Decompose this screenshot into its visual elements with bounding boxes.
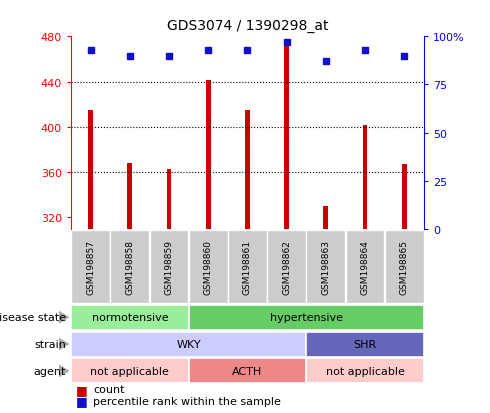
Polygon shape xyxy=(59,311,70,324)
FancyBboxPatch shape xyxy=(228,230,267,304)
Bar xyxy=(284,39,289,229)
FancyBboxPatch shape xyxy=(71,358,189,384)
FancyBboxPatch shape xyxy=(306,358,424,384)
Text: GSM198862: GSM198862 xyxy=(282,240,291,294)
FancyBboxPatch shape xyxy=(267,230,306,304)
FancyBboxPatch shape xyxy=(110,230,149,304)
Text: GSM198858: GSM198858 xyxy=(125,240,134,294)
Text: WKY: WKY xyxy=(176,339,201,349)
Text: not applicable: not applicable xyxy=(326,366,404,376)
FancyBboxPatch shape xyxy=(71,305,189,330)
FancyBboxPatch shape xyxy=(306,230,345,304)
Text: GSM198857: GSM198857 xyxy=(86,240,95,294)
Point xyxy=(87,47,95,54)
FancyBboxPatch shape xyxy=(385,230,424,304)
Polygon shape xyxy=(59,338,70,351)
FancyBboxPatch shape xyxy=(189,305,424,330)
Bar xyxy=(127,164,132,229)
Text: SHR: SHR xyxy=(353,339,377,349)
Text: GSM198863: GSM198863 xyxy=(321,240,330,294)
FancyBboxPatch shape xyxy=(345,230,385,304)
Bar xyxy=(323,206,328,229)
Text: GSM198859: GSM198859 xyxy=(165,240,173,294)
Text: ■: ■ xyxy=(76,394,88,407)
FancyBboxPatch shape xyxy=(71,332,306,357)
Text: disease state: disease state xyxy=(0,312,66,323)
Text: ACTH: ACTH xyxy=(232,366,263,376)
FancyBboxPatch shape xyxy=(149,230,189,304)
FancyBboxPatch shape xyxy=(306,332,424,357)
FancyBboxPatch shape xyxy=(189,358,306,384)
Text: GSM198865: GSM198865 xyxy=(400,240,409,294)
FancyBboxPatch shape xyxy=(189,230,228,304)
Text: normotensive: normotensive xyxy=(92,312,168,323)
Text: GSM198860: GSM198860 xyxy=(204,240,213,294)
Text: percentile rank within the sample: percentile rank within the sample xyxy=(93,396,281,406)
Bar xyxy=(167,169,172,229)
Bar xyxy=(206,81,211,229)
Polygon shape xyxy=(59,365,70,377)
Point xyxy=(322,59,330,65)
Point xyxy=(400,53,408,60)
Bar xyxy=(402,165,407,229)
Point xyxy=(283,40,291,46)
Point xyxy=(244,47,251,54)
Point xyxy=(361,47,369,54)
Bar xyxy=(245,111,250,229)
Text: agent: agent xyxy=(34,366,66,376)
Title: GDS3074 / 1390298_at: GDS3074 / 1390298_at xyxy=(167,19,328,33)
Text: count: count xyxy=(93,385,124,394)
Text: GSM198864: GSM198864 xyxy=(361,240,369,294)
Bar xyxy=(363,125,368,229)
Point xyxy=(165,53,173,60)
Bar xyxy=(88,111,93,229)
Point xyxy=(204,47,212,54)
FancyBboxPatch shape xyxy=(71,230,110,304)
Text: ■: ■ xyxy=(76,383,88,396)
Text: hypertensive: hypertensive xyxy=(270,312,343,323)
Point xyxy=(126,53,134,60)
Text: strain: strain xyxy=(34,339,66,349)
Text: not applicable: not applicable xyxy=(91,366,169,376)
Text: GSM198861: GSM198861 xyxy=(243,240,252,294)
